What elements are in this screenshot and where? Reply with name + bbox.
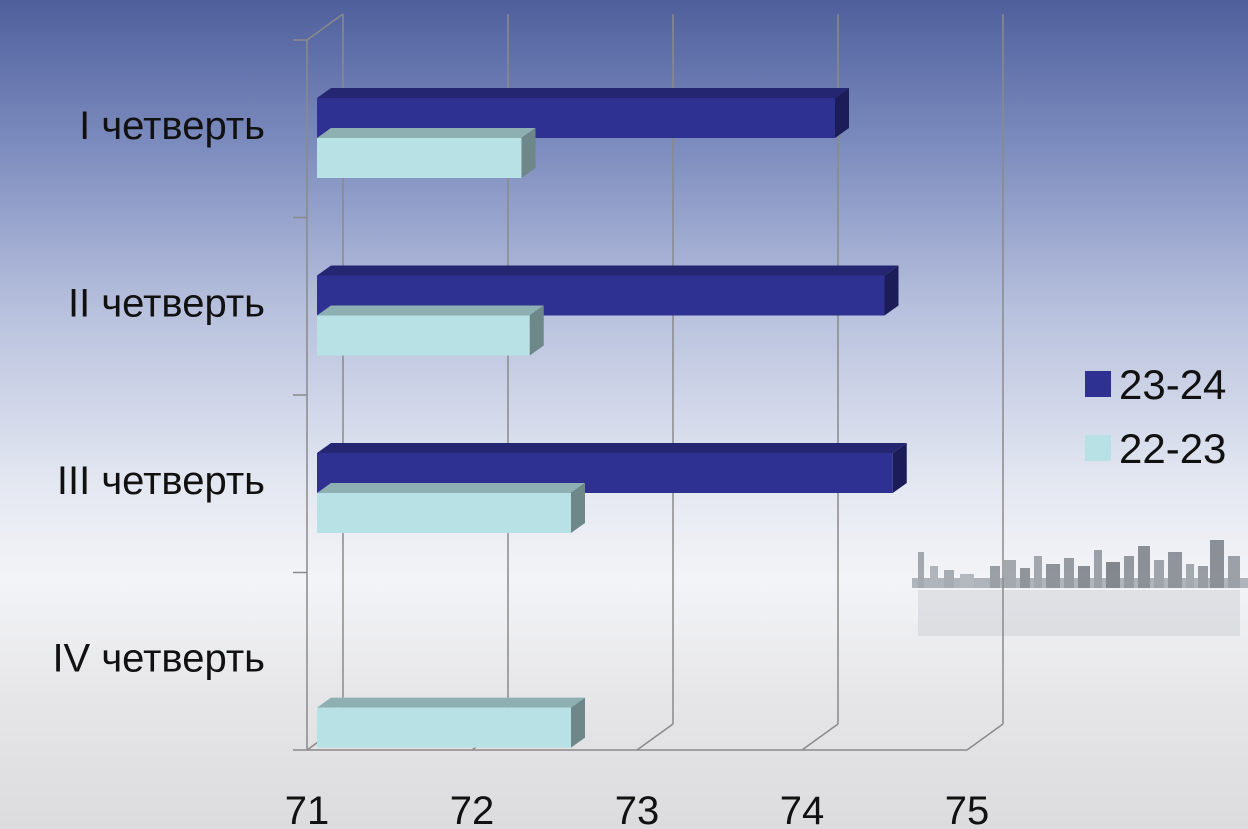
x-tick-label: 74 <box>780 789 825 829</box>
legend-swatch <box>1085 435 1111 461</box>
axis-labels: I четверть II четверть III четверть IV четв… <box>52 104 989 829</box>
bar-22-23-4 <box>317 697 585 748</box>
legend: 23-24 22-23 <box>1085 361 1226 472</box>
floor-gridline <box>636 723 674 751</box>
legend-label: 22-23 <box>1119 425 1226 472</box>
x-tick-label: 75 <box>945 789 990 829</box>
x-tick-label: 71 <box>285 789 330 829</box>
bar-22-23-2 <box>317 305 544 356</box>
category-label: III четверть <box>57 459 265 503</box>
bar-22-23-3 <box>317 483 585 533</box>
skyline-image <box>912 540 1248 636</box>
category-label: I четверть <box>79 104 265 148</box>
bars <box>317 88 907 748</box>
x-tick-label: 72 <box>450 789 495 829</box>
floor-gridline <box>801 723 839 751</box>
category-label: II четверть <box>68 281 265 325</box>
floor-gridline <box>966 723 1004 751</box>
category-label: IV четверть <box>52 636 265 680</box>
legend-swatch <box>1085 371 1111 397</box>
legend-label: 23-24 <box>1119 361 1226 408</box>
x-tick-label: 73 <box>615 789 660 829</box>
bar-22-23-1 <box>317 128 536 178</box>
y-axis-depth <box>306 13 344 41</box>
